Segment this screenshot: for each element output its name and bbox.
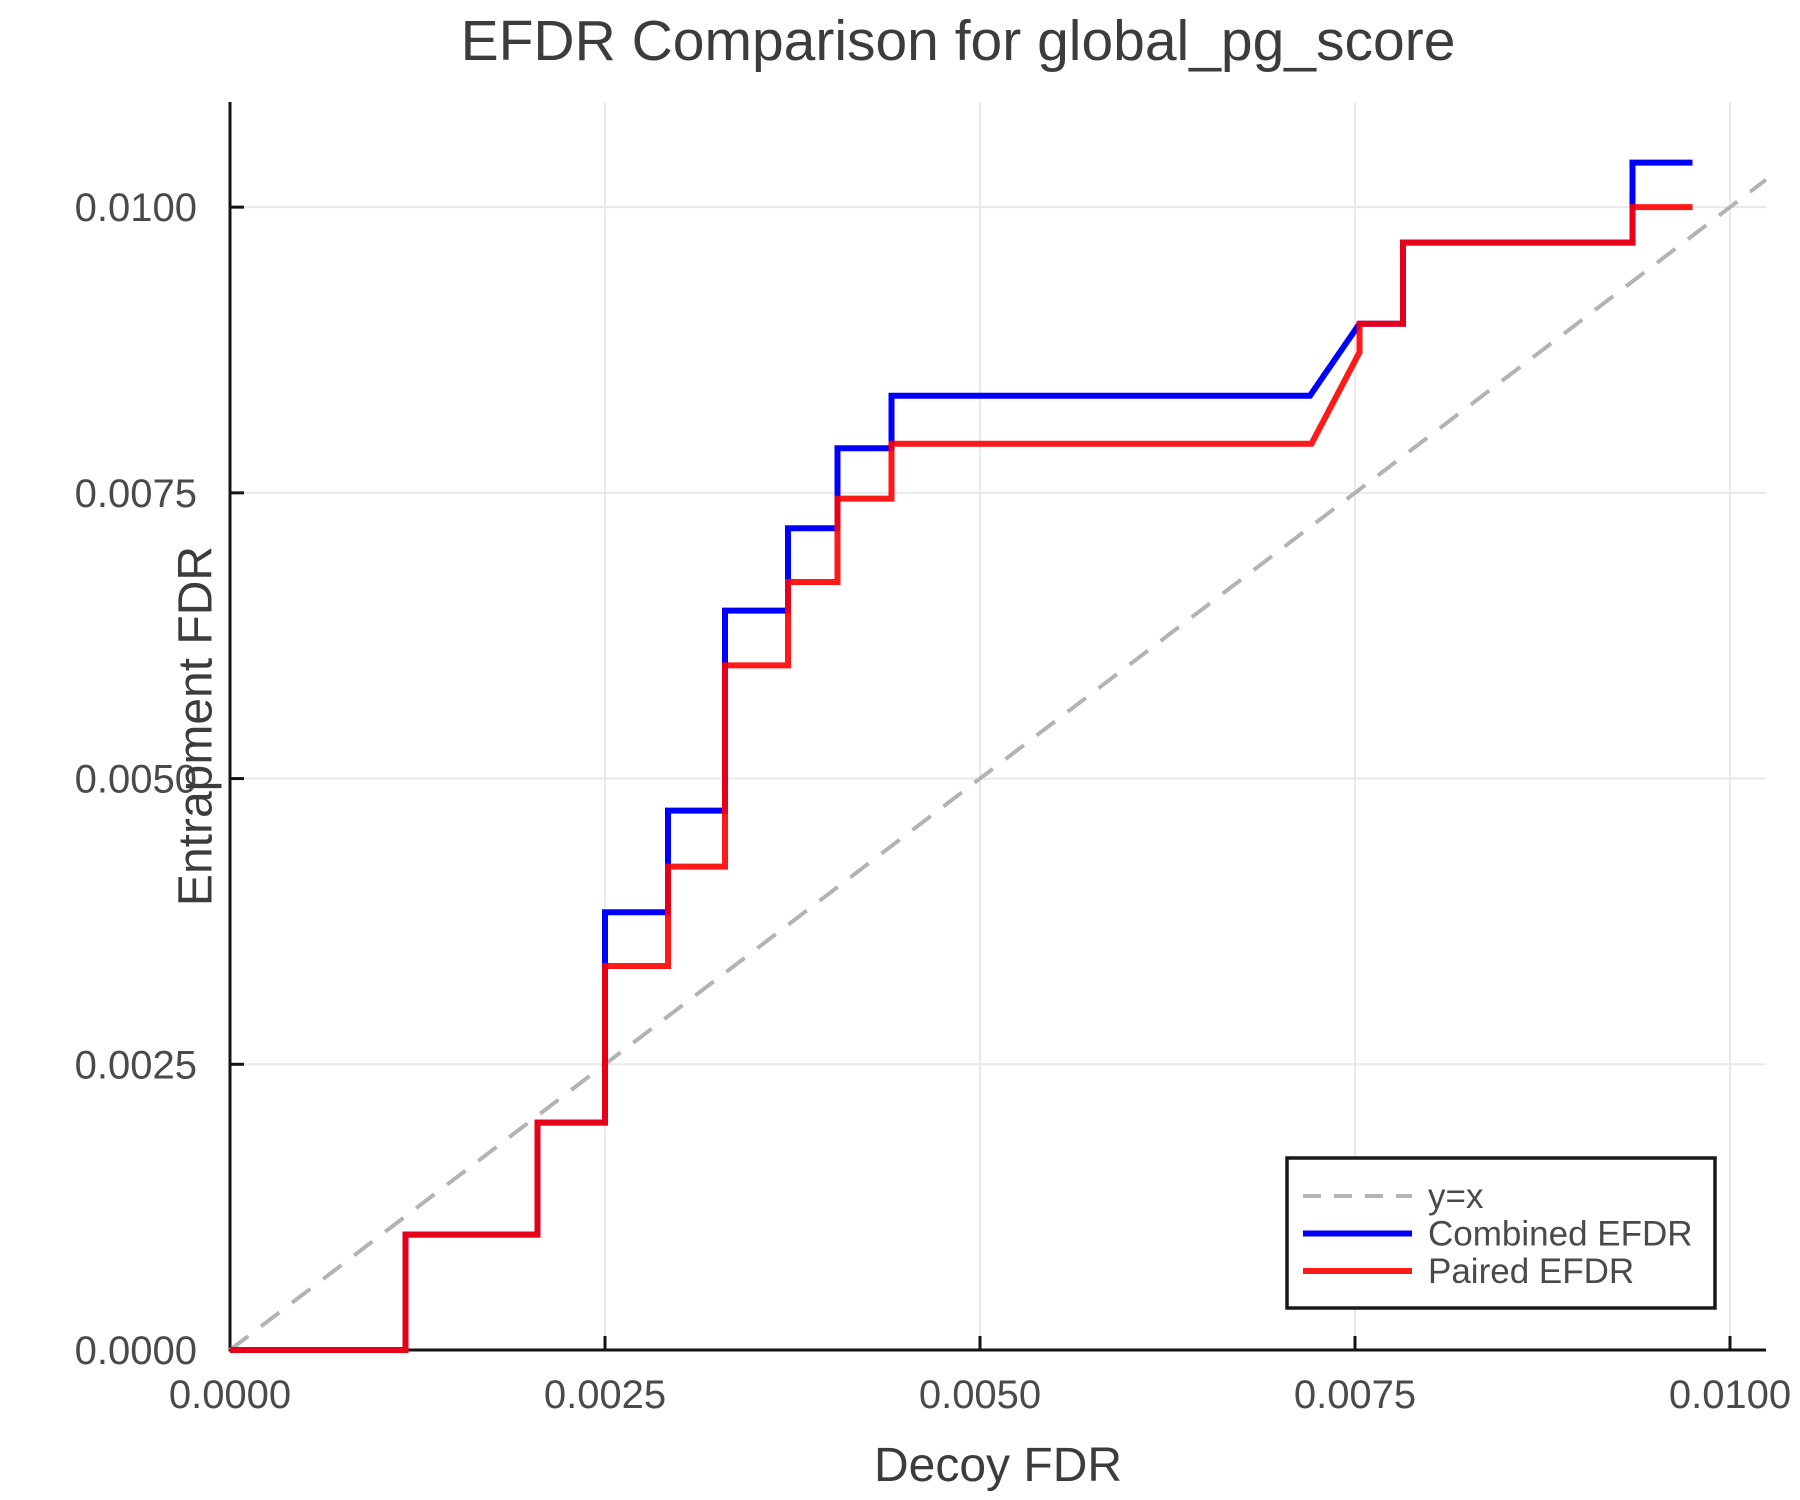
x-tick-label: 0.0050 <box>919 1373 1041 1417</box>
y-tick-label: 0.0025 <box>75 1043 197 1087</box>
legend-label: Combined EFDR <box>1428 1215 1693 1254</box>
y-axis-label: Entrapment FDR <box>169 545 223 907</box>
x-tick-label: 0.0025 <box>544 1373 666 1417</box>
x-axis-label: Decoy FDR <box>873 1439 1123 1492</box>
series-line-y-x <box>228 178 1768 1352</box>
y-tick-label: 0.0050 <box>75 758 197 802</box>
x-tick-label: 0.0000 <box>169 1373 291 1417</box>
x-tick-label: 0.0075 <box>1294 1373 1416 1417</box>
series-line-paired-efdr <box>230 204 1693 1353</box>
x-tick-label: 0.0100 <box>1669 1373 1791 1417</box>
y-tick-label: 0.0000 <box>75 1329 197 1373</box>
legend-label: y=x <box>1428 1177 1484 1216</box>
legend-label: Paired EFDR <box>1428 1252 1634 1291</box>
y-tick-label: 0.0100 <box>75 186 197 230</box>
chart-title: EFDR Comparison for global_pg_score <box>460 9 1456 73</box>
y-tick-label: 0.0075 <box>75 472 197 516</box>
